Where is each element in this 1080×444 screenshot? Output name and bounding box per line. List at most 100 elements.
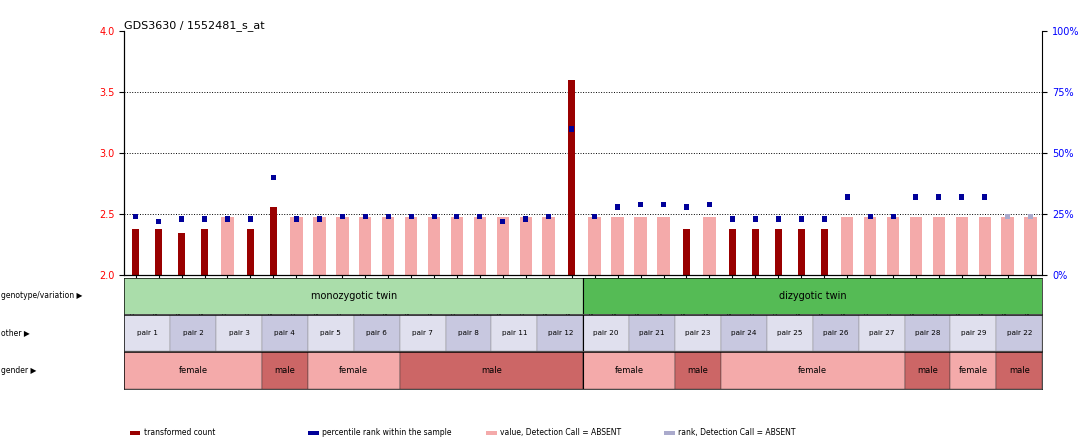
- Bar: [454, 229, 460, 275]
- Bar: [813, 315, 859, 351]
- Bar: [950, 352, 997, 388]
- Bar: [859, 315, 905, 351]
- Text: dizygotic twin: dizygotic twin: [779, 291, 847, 301]
- Bar: [428, 217, 441, 275]
- Bar: [202, 216, 207, 222]
- Bar: [569, 126, 575, 131]
- Bar: [637, 229, 644, 275]
- Bar: [407, 229, 415, 275]
- Bar: [956, 217, 968, 275]
- Bar: [638, 202, 643, 207]
- Bar: [124, 352, 262, 388]
- Text: pair 27: pair 27: [868, 330, 894, 336]
- Bar: [477, 214, 483, 219]
- Text: pair 8: pair 8: [458, 330, 478, 336]
- Bar: [660, 229, 667, 275]
- Text: pair 11: pair 11: [501, 330, 527, 336]
- Bar: [799, 216, 804, 222]
- Bar: [271, 175, 275, 180]
- Bar: [933, 217, 945, 275]
- Bar: [359, 217, 372, 275]
- Bar: [675, 352, 721, 388]
- Text: male: male: [1009, 366, 1029, 375]
- Bar: [247, 229, 254, 275]
- Bar: [270, 207, 276, 275]
- Bar: [133, 214, 138, 219]
- Text: pair 23: pair 23: [685, 330, 711, 336]
- Bar: [905, 352, 950, 388]
- Bar: [845, 194, 850, 200]
- Bar: [583, 315, 629, 351]
- Bar: [982, 229, 988, 275]
- Text: female: female: [178, 366, 207, 375]
- Bar: [983, 194, 987, 200]
- Bar: [1004, 229, 1011, 275]
- Bar: [592, 214, 597, 219]
- Bar: [658, 217, 670, 275]
- Bar: [400, 315, 446, 351]
- Bar: [124, 315, 171, 351]
- Bar: [634, 217, 647, 275]
- Bar: [684, 204, 689, 210]
- Bar: [914, 194, 918, 200]
- Bar: [476, 229, 484, 275]
- Text: other ▶: other ▶: [1, 329, 30, 337]
- Bar: [340, 214, 345, 219]
- Bar: [775, 216, 781, 222]
- Bar: [752, 229, 759, 275]
- Bar: [500, 219, 505, 224]
- Bar: [683, 229, 690, 275]
- Bar: [201, 229, 208, 275]
- Bar: [156, 229, 162, 275]
- Bar: [909, 217, 922, 275]
- Bar: [542, 217, 555, 275]
- Bar: [616, 204, 620, 210]
- Bar: [519, 217, 532, 275]
- Bar: [913, 229, 919, 275]
- Bar: [157, 219, 161, 224]
- Text: pair 4: pair 4: [274, 330, 295, 336]
- Bar: [767, 315, 813, 351]
- Bar: [675, 315, 721, 351]
- Bar: [382, 217, 394, 275]
- Text: pair 2: pair 2: [183, 330, 203, 336]
- Bar: [384, 229, 392, 275]
- Bar: [935, 229, 943, 275]
- Bar: [216, 315, 261, 351]
- Text: pair 29: pair 29: [960, 330, 986, 336]
- Text: pair 3: pair 3: [229, 330, 249, 336]
- Bar: [538, 315, 583, 351]
- Bar: [524, 216, 528, 222]
- Bar: [362, 229, 368, 275]
- Bar: [491, 315, 538, 351]
- Bar: [262, 352, 308, 388]
- Bar: [843, 229, 851, 275]
- Bar: [446, 315, 491, 351]
- Text: male: male: [274, 366, 295, 375]
- Text: pair 20: pair 20: [593, 330, 619, 336]
- Bar: [703, 217, 716, 275]
- Text: value, Detection Call = ABSENT: value, Detection Call = ABSENT: [500, 428, 621, 437]
- Text: female: female: [959, 366, 988, 375]
- Bar: [339, 229, 346, 275]
- Text: pair 22: pair 22: [1007, 330, 1032, 336]
- Bar: [225, 216, 230, 222]
- Bar: [1005, 214, 1010, 219]
- Bar: [221, 217, 233, 275]
- Bar: [171, 315, 216, 351]
- Bar: [1025, 217, 1037, 275]
- Bar: [308, 352, 400, 388]
- Text: monozygotic twin: monozygotic twin: [311, 291, 396, 301]
- Bar: [178, 233, 185, 275]
- Text: male: male: [481, 366, 502, 375]
- Bar: [308, 315, 354, 351]
- Text: female: female: [798, 366, 827, 375]
- Text: pair 6: pair 6: [366, 330, 387, 336]
- Bar: [706, 229, 713, 275]
- Bar: [354, 315, 400, 351]
- Text: pair 7: pair 7: [413, 330, 433, 336]
- Bar: [363, 214, 367, 219]
- Bar: [997, 352, 1042, 388]
- Bar: [721, 315, 767, 351]
- Bar: [546, 214, 551, 219]
